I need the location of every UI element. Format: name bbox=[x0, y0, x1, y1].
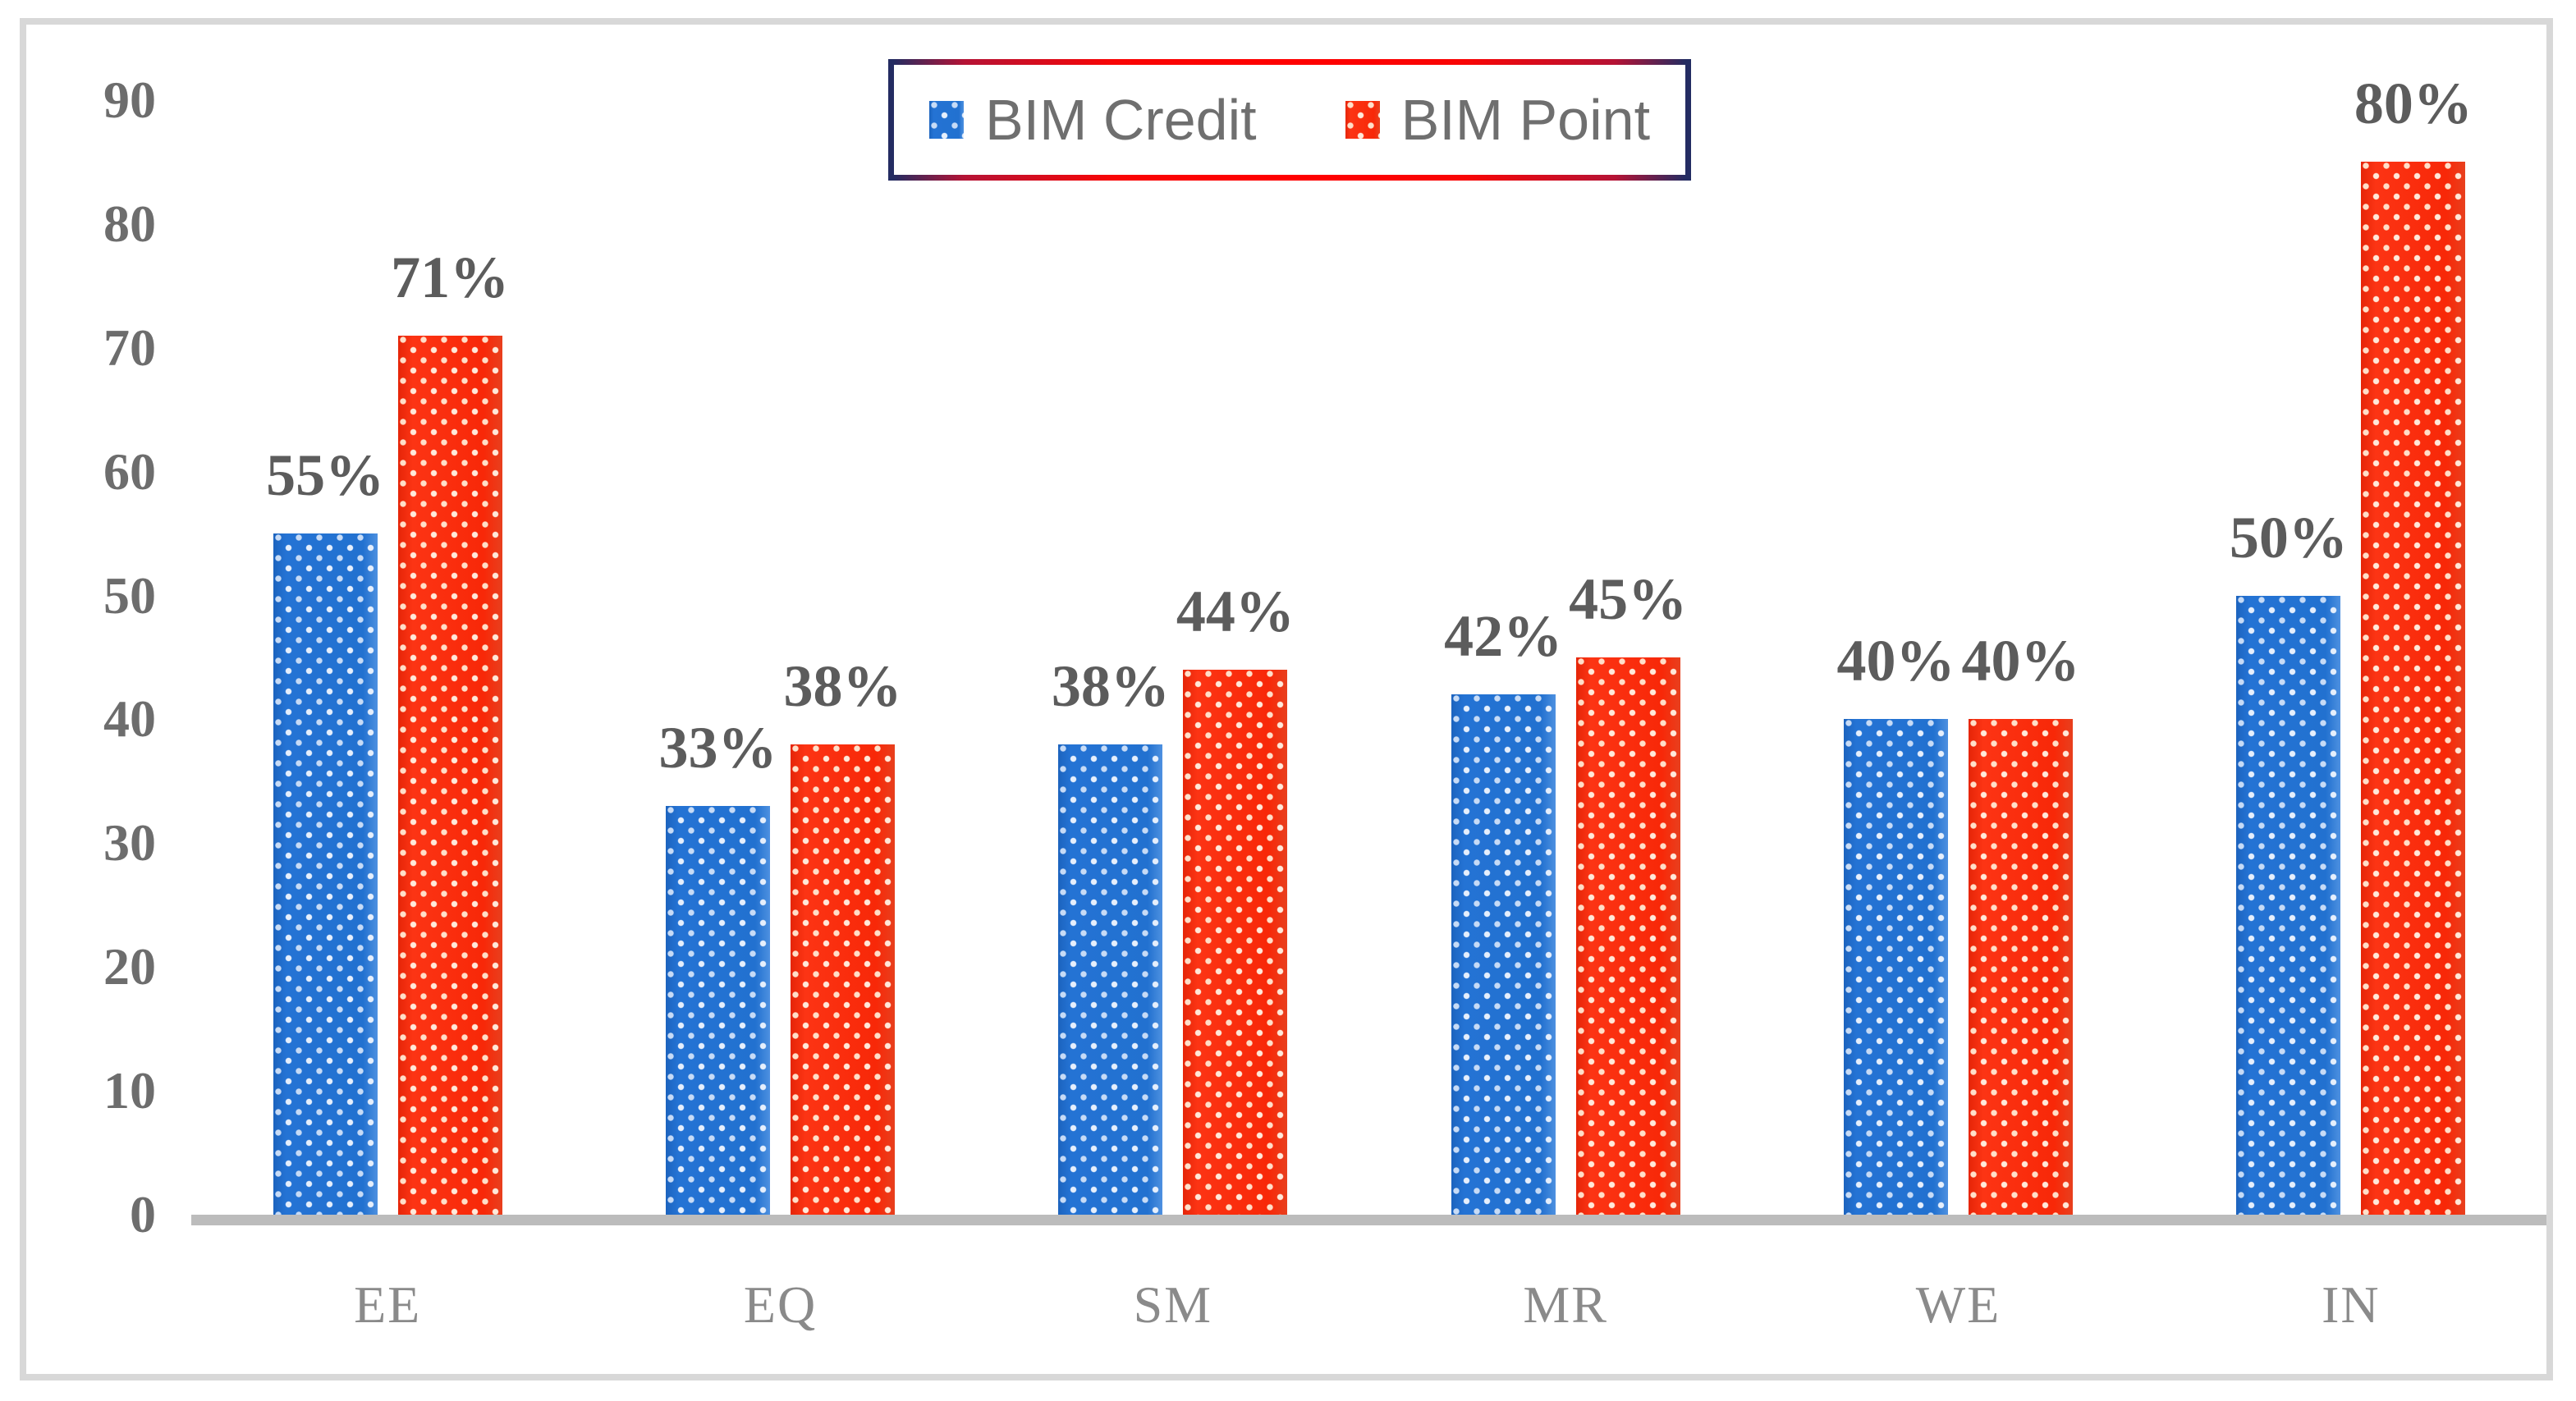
x-axis-labels: EE EQ SM MR WE IN bbox=[191, 1271, 2547, 1353]
legend-item-bim-credit: BIM Credit bbox=[928, 88, 1257, 152]
category-label: EE bbox=[354, 1275, 422, 1334]
bar-value-label: 80% bbox=[2354, 71, 2473, 137]
y-axis: 90 80 70 60 50 40 30 20 10 0 bbox=[33, 0, 156, 1401]
bar-bim-credit-we bbox=[1844, 719, 1948, 1215]
bar-bim-point-eq bbox=[791, 744, 895, 1215]
bar-value-label: 44% bbox=[1176, 579, 1295, 645]
bar-bim-point-mr bbox=[1575, 657, 1680, 1215]
y-tick-label: 20 bbox=[103, 937, 156, 996]
category-label: WE bbox=[1915, 1275, 2001, 1334]
bar-bim-point-in bbox=[2361, 162, 2466, 1215]
bar-bim-point-we bbox=[1969, 719, 2073, 1215]
y-tick-label: 90 bbox=[103, 71, 156, 129]
legend-swatch-bim-point-icon bbox=[1345, 101, 1380, 139]
bar-value-label: 38% bbox=[1051, 652, 1170, 719]
y-tick-label: 40 bbox=[103, 689, 156, 749]
bar-bim-credit-in bbox=[2236, 595, 2341, 1215]
bar-bim-credit-sm bbox=[1058, 744, 1163, 1215]
category-label: SM bbox=[1133, 1275, 1213, 1334]
y-tick-label: 60 bbox=[103, 442, 156, 501]
bar-value-label: 55% bbox=[266, 442, 385, 509]
y-tick-label: 30 bbox=[103, 813, 156, 872]
legend: BIM Credit BIM Point bbox=[888, 59, 1691, 181]
bar-bim-credit-ee bbox=[273, 533, 378, 1215]
bar-value-label: 33% bbox=[658, 715, 777, 781]
bar-bim-credit-mr bbox=[1451, 694, 1556, 1215]
legend-item-bim-point: BIM Point bbox=[1345, 91, 1650, 149]
y-tick-label: 0 bbox=[130, 1185, 156, 1243]
x-axis-line bbox=[191, 1215, 2546, 1225]
y-tick-label: 50 bbox=[103, 565, 156, 625]
bar-value-label: 50% bbox=[2229, 504, 2348, 570]
y-tick-label: 80 bbox=[103, 194, 156, 253]
category-label: MR bbox=[1523, 1275, 1608, 1334]
bar-value-label: 42% bbox=[1444, 603, 1563, 670]
legend-label-bim-point: BIM Point bbox=[1400, 88, 1651, 152]
bar-value-label: 40% bbox=[1961, 628, 2080, 694]
y-tick-label: 10 bbox=[103, 1061, 156, 1120]
plot-area: 55% 71% 33% 38% 38% 44% 42% 45% 40% 40% 50% 80% bbox=[191, 71, 2547, 1215]
legend-swatch-bim-credit-icon bbox=[928, 101, 964, 139]
bar-bim-credit-eq bbox=[666, 806, 770, 1215]
bar-value-label: 71% bbox=[391, 244, 510, 310]
legend-label-bim-credit: BIM Credit bbox=[984, 88, 1257, 152]
y-tick-label: 70 bbox=[103, 318, 156, 377]
category-label: EQ bbox=[743, 1275, 818, 1334]
bar-value-label: 38% bbox=[783, 652, 902, 719]
bar-bim-point-ee bbox=[397, 335, 502, 1215]
bar-value-label: 40% bbox=[1836, 628, 1955, 694]
bar-value-label: 45% bbox=[1569, 566, 1688, 632]
bar-bim-point-sm bbox=[1183, 670, 1288, 1215]
category-label: IN bbox=[2322, 1275, 2381, 1334]
